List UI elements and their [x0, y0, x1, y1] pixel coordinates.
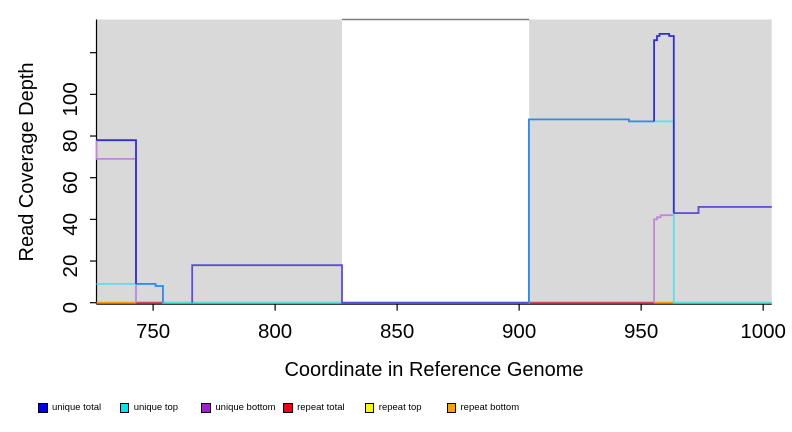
series-segment-royal — [96, 139, 137, 284]
chart-layers: 750 800 850 900 950 1000 0 20 40 60 80 100 — [59, 18, 786, 343]
x-tick-label: 800 — [258, 320, 292, 343]
legend-item: unique bottom — [201, 402, 276, 414]
legend-item: unique top — [119, 402, 179, 414]
legend-label: repeat bottom — [460, 402, 520, 413]
legend-label: repeat top — [378, 402, 422, 413]
shaded-region — [529, 19, 772, 305]
x-tick-label: 750 — [136, 320, 170, 343]
y-tick-label: 100 — [59, 82, 82, 116]
x-tick-label: 950 — [624, 320, 658, 343]
y-tick-label: 20 — [59, 255, 82, 278]
x-tick-label: 1000 — [740, 320, 786, 343]
legend-swatch-unique-bottom — [201, 403, 211, 413]
legend-swatch-unique-top — [119, 403, 130, 413]
legend-label: unique total — [52, 402, 102, 413]
series-segment-dodger — [136, 283, 164, 303]
legend-label: unique bottom — [215, 402, 276, 413]
shaded-region — [96, 19, 342, 305]
legend-swatch-repeat-total — [283, 403, 293, 413]
legend-item: unique total — [38, 402, 101, 414]
series-segment-slate — [673, 206, 772, 214]
y-tick-label: 40 — [59, 213, 82, 236]
y-axis-title: Read Coverage Depth — [16, 62, 38, 261]
x-axis-title: Coordinate in Reference Genome — [284, 359, 583, 381]
y-tick-label: 60 — [59, 171, 82, 194]
x-tick-label: 900 — [502, 320, 536, 343]
y-tick-label: 80 — [59, 130, 82, 153]
legend-item: repeat top — [364, 402, 422, 414]
series-segment-royal — [653, 33, 675, 214]
legend-swatch-repeat-top — [364, 403, 375, 413]
legend-item: repeat bottom — [446, 402, 520, 414]
legend-label: unique top — [133, 402, 179, 413]
legend-swatch-unique-total — [38, 403, 48, 413]
legend-item: repeat total — [283, 402, 345, 414]
series-segment-slate — [191, 264, 529, 304]
series-segment-dodger — [528, 118, 655, 303]
x-tick-label: 850 — [380, 320, 414, 343]
legend-label: repeat total — [297, 402, 345, 413]
legend-swatch-repeat-bottom — [446, 403, 456, 413]
y-tick-label: 0 — [59, 302, 82, 313]
